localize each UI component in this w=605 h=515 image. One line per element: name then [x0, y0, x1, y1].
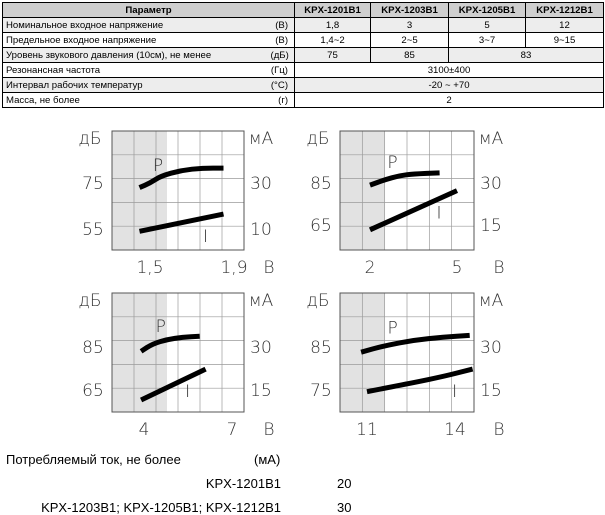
header-model: KPX-1201B1 — [294, 2, 372, 18]
left-tick-label: 65 — [310, 216, 332, 236]
cell: 75 — [294, 47, 372, 63]
cell: 2 — [294, 92, 605, 108]
row-unit: (В) — [267, 17, 296, 33]
left-tick-label: 75 — [82, 174, 104, 194]
left-unit-label: дБ — [78, 291, 101, 311]
right-tick-label: 15 — [480, 216, 502, 236]
cell: 1,8 — [294, 17, 372, 33]
series-p-line — [138, 165, 224, 190]
row-param: Масса, не более — [2, 92, 268, 108]
x-tick-label: 14 — [444, 420, 466, 440]
x-tick-label: 4 — [139, 420, 150, 440]
table-row: Предельное входное напряжение (В) 1,4~2 … — [2, 32, 605, 48]
left-tick-label: 85 — [310, 174, 332, 194]
row-unit: (дБ) — [267, 47, 296, 63]
right-unit-label: мА — [249, 129, 274, 149]
series-i-label: I — [203, 227, 208, 247]
x-unit-label: В — [493, 258, 504, 278]
right-tick-label: 10 — [250, 220, 272, 240]
series-p-line — [369, 170, 440, 188]
x-tick-label: 2 — [365, 258, 376, 278]
spec-table: Параметр KPX-1201B1 KPX-1203B1 KPX-1205B… — [1, 2, 605, 108]
x-unit-label: В — [263, 258, 274, 278]
plot-frame — [111, 130, 245, 251]
x-tick-label: 7 — [227, 420, 238, 440]
right-tick-label: 30 — [480, 338, 502, 358]
current-unit: (мА) — [254, 452, 281, 467]
series-i-line — [368, 188, 459, 233]
table-row: Номинальное входное напряжение (В) 1,8 3… — [2, 17, 605, 33]
footer-model: KPX-1201B1 — [205, 476, 281, 491]
row-param: Номинальное входное напряжение — [2, 17, 268, 33]
series-i-line — [140, 366, 207, 403]
series-p-line — [360, 332, 470, 355]
plot-frame — [339, 130, 475, 251]
left-unit-label: дБ — [78, 129, 101, 149]
right-unit-label: мА — [479, 291, 504, 311]
table-row: Резонансная частота (Гц) 3100±400 — [2, 62, 605, 78]
series-p-line — [139, 333, 200, 354]
series-p-label: P — [387, 319, 397, 339]
left-tick-label: 85 — [82, 338, 104, 358]
series-i-line — [366, 366, 474, 395]
header-param: Параметр — [1, 2, 296, 18]
series-i-label: I — [185, 382, 190, 402]
series-p-label: P — [387, 153, 397, 173]
x-unit-label: В — [263, 420, 274, 440]
x-tick-label: 1,9 — [220, 258, 247, 278]
row-param: Уровень звукового давления (10см), не ме… — [2, 47, 268, 63]
left-tick-label: 85 — [310, 338, 332, 358]
cell: 12 — [525, 17, 605, 33]
x-tick-label: 1,5 — [136, 258, 163, 278]
series-i-line — [138, 211, 225, 234]
cell: 3 — [370, 17, 450, 33]
header-model: KPX-1212B1 — [525, 2, 605, 18]
right-tick-label: 30 — [250, 338, 272, 358]
x-unit-label: В — [493, 420, 504, 440]
series-p-label: P — [153, 156, 163, 176]
right-tick-label: 15 — [250, 381, 272, 401]
x-tick-label: 11 — [356, 420, 378, 440]
series-i-label: I — [436, 204, 441, 224]
row-unit: (г) — [267, 92, 296, 108]
table-row: Уровень звукового давления (10см), не ме… — [2, 47, 605, 63]
plot-shade — [112, 131, 167, 250]
footer-value: 20 — [337, 476, 352, 491]
series-i-label: I — [452, 382, 457, 402]
right-unit-label: мА — [249, 291, 274, 311]
right-tick-label: 15 — [480, 381, 502, 401]
left-tick-label: 75 — [310, 381, 332, 401]
left-unit-label: дБ — [306, 291, 329, 311]
row-unit: (°С) — [267, 77, 296, 93]
footer-model: KPX-1203B1; KPX-1205B1; KPX-1212B1 — [41, 500, 281, 515]
left-tick-label: 55 — [82, 220, 104, 240]
table-row: Масса, не более (г) 2 — [2, 92, 605, 108]
footer-value: 30 — [337, 500, 352, 515]
left-tick-label: 65 — [82, 381, 104, 401]
x-tick-label: 5 — [452, 258, 463, 278]
current-label: Потребляемый ток, не более — [6, 452, 181, 467]
series-p-label: P — [156, 317, 166, 337]
right-tick-label: 30 — [250, 174, 272, 194]
left-unit-label: дБ — [306, 129, 329, 149]
plot-frame — [339, 292, 475, 413]
right-unit-label: мА — [479, 129, 504, 149]
right-tick-label: 30 — [480, 174, 502, 194]
plot-frame — [111, 292, 245, 413]
